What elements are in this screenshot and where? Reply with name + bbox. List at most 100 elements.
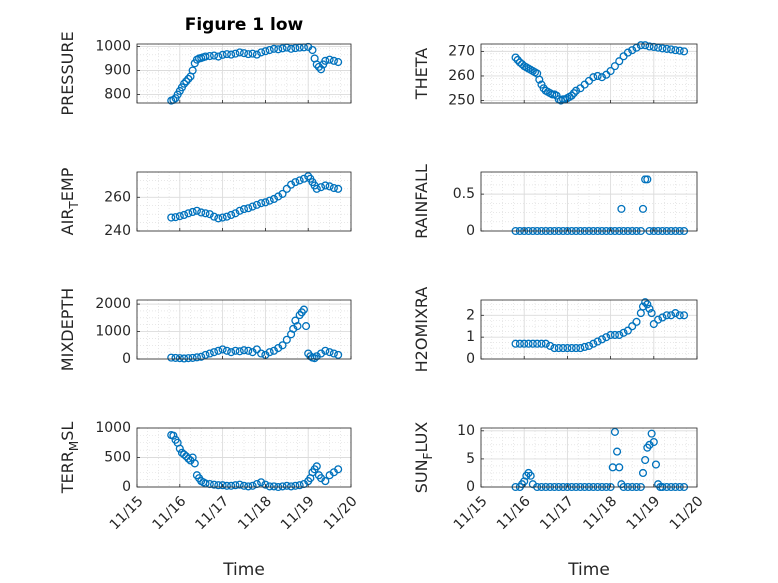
data-point: [265, 196, 274, 205]
data-point: [222, 50, 231, 59]
chart-panel-terr-msl: 11/15 11/16 11/17 11/18 11/19 11/20 0 500 1000 TE…: [58, 420, 361, 580]
data-point: [314, 62, 323, 71]
data-point: [671, 309, 680, 318]
data-point: [218, 50, 227, 59]
data-point: [334, 58, 343, 67]
y-tick-label: 0: [466, 351, 475, 367]
data-point: [606, 66, 615, 76]
data-point: [235, 347, 244, 356]
y-tick-label: 2000: [95, 296, 131, 312]
data-point: [235, 206, 244, 215]
data-point: [265, 45, 274, 55]
data-point: [239, 346, 249, 355]
y-axis-label: TERRMSL: [58, 422, 81, 495]
data-point: [244, 50, 253, 59]
data-point: [257, 349, 266, 358]
data-point: [291, 178, 300, 187]
data-point: [278, 189, 287, 198]
x-tick-label: 11/16: [494, 493, 534, 533]
data-point: [302, 322, 311, 331]
data-point: [209, 348, 219, 357]
data-point: [647, 309, 656, 318]
data-point: [278, 44, 287, 53]
data-point: [248, 202, 257, 211]
data-point: [554, 344, 563, 353]
y-axis-label: SUNFLUX: [412, 422, 435, 494]
data-point: [265, 348, 274, 357]
data-point: [214, 481, 223, 490]
figure-title: Figure 1 low: [185, 15, 304, 35]
data-point: [610, 62, 619, 71]
axes-box: [480, 427, 698, 488]
data-point: [550, 344, 559, 353]
data-point: [645, 42, 654, 51]
y-tick-label: 0: [122, 351, 131, 367]
data-point: [201, 350, 210, 359]
data-point: [649, 437, 658, 447]
data-point: [580, 342, 589, 352]
data-point: [606, 330, 615, 340]
data-point: [308, 45, 317, 55]
data-point: [662, 44, 671, 53]
data-point: [227, 210, 236, 220]
y-tick-label: 5: [466, 451, 475, 467]
data-point: [526, 471, 535, 480]
x-tick-label: 11/15: [107, 493, 147, 533]
data-point: [244, 482, 253, 491]
data-point: [334, 184, 343, 193]
data-point: [261, 480, 270, 489]
data-point: [184, 74, 193, 83]
data-point: [180, 354, 189, 363]
data-point: [334, 350, 343, 359]
data-point: [511, 339, 520, 348]
data-point: [265, 482, 274, 491]
y-tick-label: 1000: [95, 38, 131, 54]
y-tick-label: 10: [457, 423, 475, 439]
data-point: [269, 194, 279, 204]
data-point: [295, 481, 304, 490]
plot-area: [481, 44, 697, 103]
data-point: [169, 431, 178, 440]
data-point: [569, 89, 578, 98]
data-point: [209, 51, 219, 60]
data-point: [192, 353, 201, 362]
data-point: [329, 56, 338, 65]
y-tick-label: 0: [122, 479, 131, 495]
data-point: [610, 330, 619, 340]
data-point: [515, 339, 524, 348]
data-point: [274, 45, 283, 54]
data-point: [641, 455, 650, 465]
data-point: [535, 75, 544, 84]
data-point: [222, 212, 231, 221]
data-point: [647, 429, 656, 438]
y-tick-label: 500: [104, 450, 131, 466]
data-point: [658, 313, 667, 322]
data-point: [214, 214, 223, 223]
data-point: [175, 212, 184, 221]
chart-panel-rainfall: 0 0.5 RAINFALL: [412, 164, 698, 239]
data-point: [667, 311, 676, 320]
data-point: [321, 56, 330, 65]
data-point: [252, 50, 261, 59]
data-point: [643, 175, 652, 184]
data-point: [520, 339, 529, 348]
x-tick-label: 11/20: [667, 493, 707, 533]
data-point: [589, 339, 598, 348]
data-point: [235, 48, 244, 57]
data-point: [615, 57, 624, 66]
data-point: [171, 353, 180, 362]
data-point: [613, 447, 622, 456]
data-point: [593, 337, 602, 346]
data-point: [584, 341, 594, 350]
data-point: [214, 52, 223, 61]
data-point: [675, 46, 684, 55]
data-point: [645, 304, 654, 313]
data-point: [649, 319, 658, 329]
chart-panel-theta: 250 260 270 THETA: [412, 41, 698, 109]
axes-box: [136, 171, 352, 232]
data-point: [227, 481, 236, 490]
data-point: [252, 479, 261, 489]
plot-area: [481, 300, 697, 359]
data-point: [192, 206, 201, 215]
